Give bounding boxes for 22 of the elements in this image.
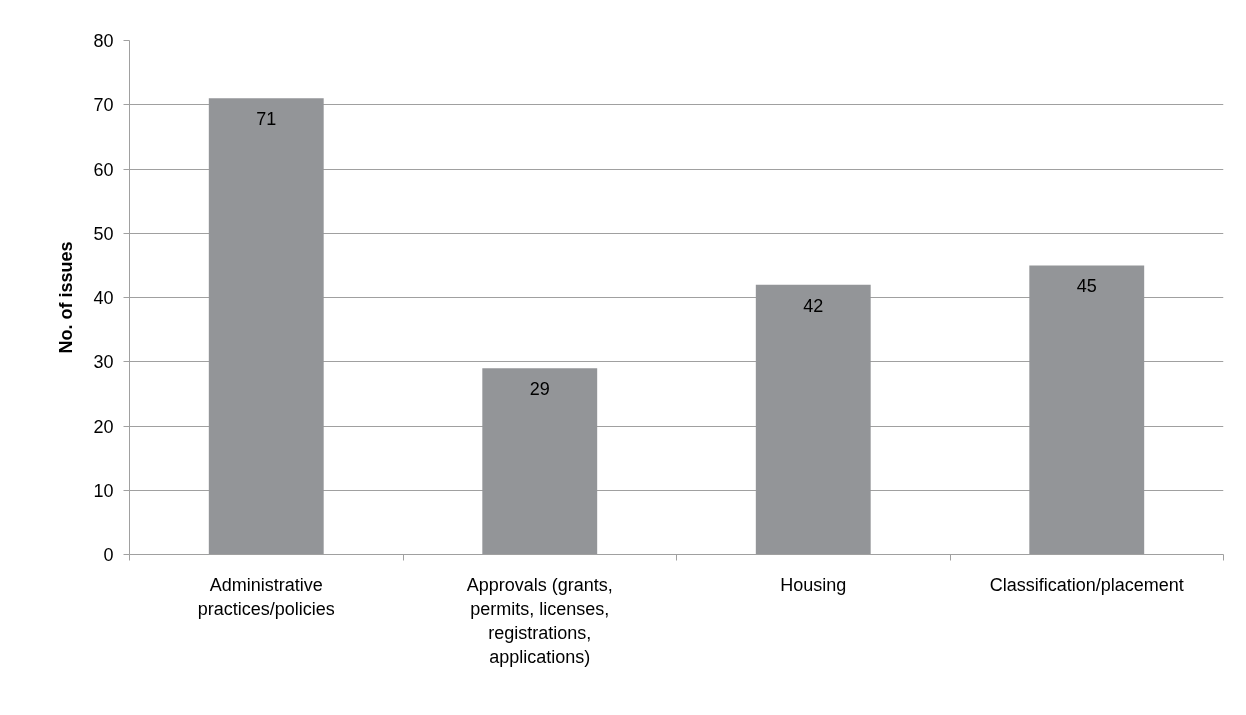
data-label: 42: [803, 295, 824, 316]
y-tick-label: 70: [93, 95, 114, 116]
y-tick-label: 10: [93, 480, 114, 501]
data-label: 45: [1076, 276, 1097, 297]
y-tick-label: 0: [103, 545, 114, 565]
y-tick-label: 60: [93, 159, 114, 180]
x-tick-label: Administrative practices/policies: [197, 574, 335, 619]
y-tick-label: 20: [93, 416, 114, 437]
x-tick-label: Housing: [780, 574, 847, 595]
x-tick-label: Approvals (grants, permits, licenses, registrations, applications): [466, 574, 613, 667]
y-tick-label: 30: [93, 352, 114, 373]
bar: [208, 98, 324, 555]
y-axis-title: No. of issues: [56, 241, 77, 354]
data-label: 29: [529, 379, 550, 400]
data-label: 71: [256, 109, 277, 130]
y-tick-label: 80: [93, 31, 114, 51]
bar: [755, 284, 871, 555]
bar: [1029, 265, 1145, 555]
y-tick-label: 40: [93, 288, 114, 308]
bar: [482, 368, 598, 555]
x-tick-label: Classification/placement: [989, 574, 1184, 595]
y-tick-label: 50: [93, 223, 114, 244]
